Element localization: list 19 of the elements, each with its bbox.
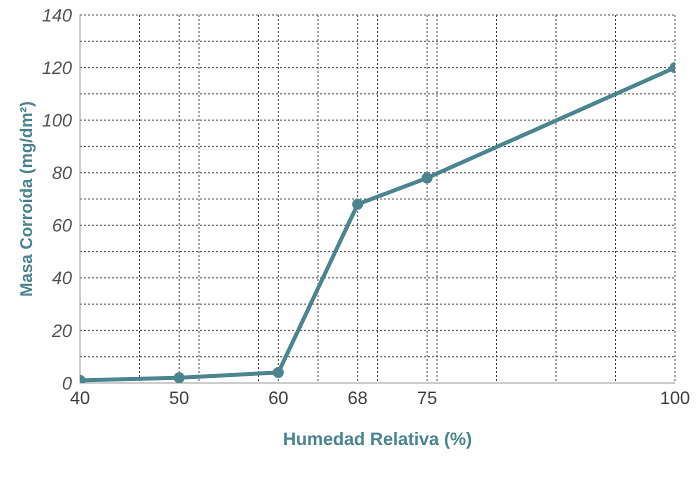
point [272, 366, 284, 378]
y-tick-label: 60 [52, 216, 72, 236]
y-tick-label: 0 [62, 373, 72, 394]
y-tick-label: 120 [42, 58, 72, 78]
y-tick-label: 140 [42, 5, 72, 26]
x-tick-label: 75 [417, 388, 438, 408]
x-axis-title: Humedad Relativa (%) [282, 429, 472, 449]
x-tick-label: 60 [268, 388, 288, 408]
y-tick-label: 40 [52, 268, 72, 288]
x-tick-label: 50 [169, 388, 190, 408]
y-tick-label: 100 [42, 110, 72, 131]
x-tick-label: 40 [70, 388, 90, 408]
point [352, 198, 364, 210]
y-tick-label: 20 [50, 320, 72, 341]
point [422, 172, 433, 184]
y-axis-title: Masa Corroída (mg/dm²) [16, 101, 36, 297]
x-tick-label: 68 [348, 388, 368, 408]
x-tick-label: 100 [660, 388, 690, 408]
y-tick-label: 80 [52, 163, 72, 184]
